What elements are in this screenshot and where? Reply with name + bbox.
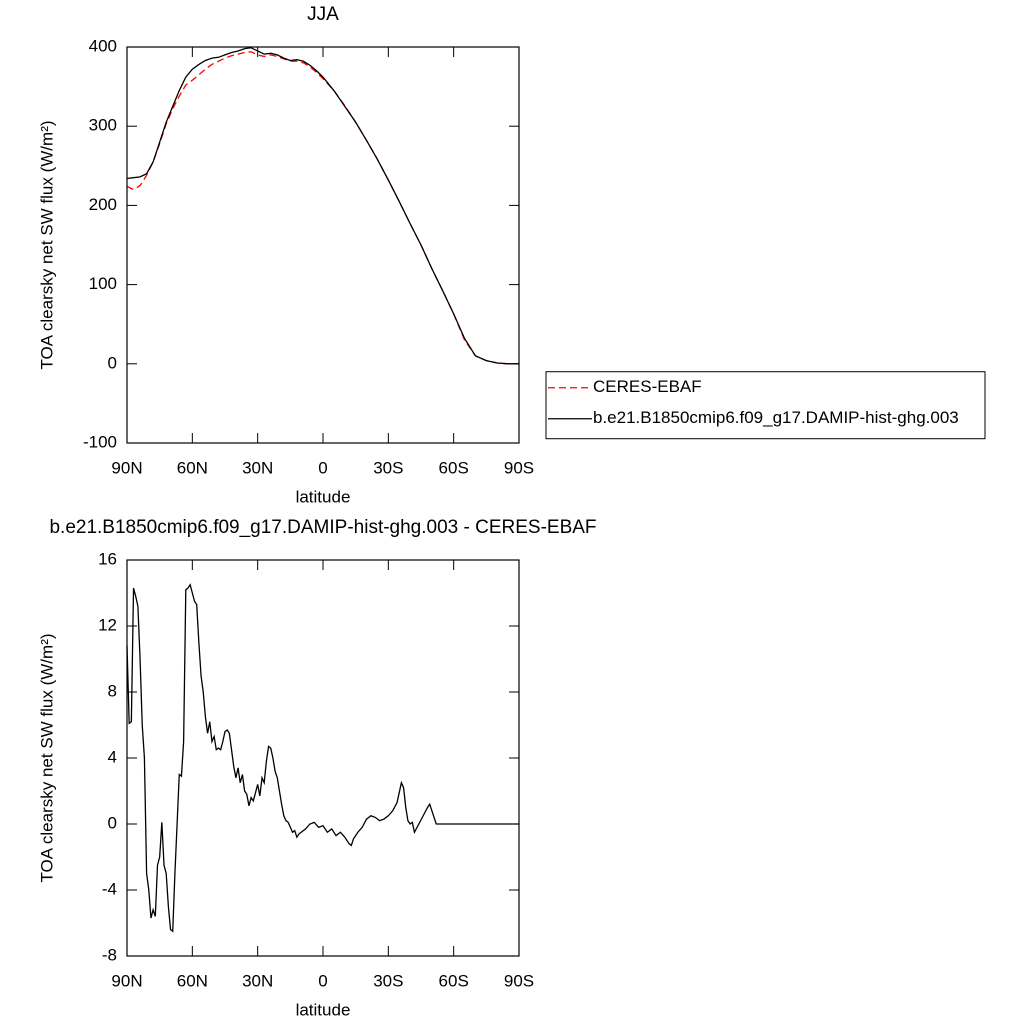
y-axis-label: TOA clearsky net SW flux (W/m²)	[37, 120, 56, 369]
y-tick-label: 8	[108, 681, 117, 700]
x-tick-label: 90N	[111, 458, 142, 477]
data-line	[126, 51, 519, 365]
x-tick-label: 30S	[373, 458, 403, 477]
y-tick-label: 0	[108, 353, 117, 372]
data-line	[126, 47, 519, 365]
legend-label: b.e21.B1850cmip6.f09_g17.DAMIP-hist-ghg.…	[593, 408, 959, 427]
y-tick-label: 4	[108, 747, 117, 766]
y-tick-label: 12	[98, 615, 117, 634]
y-tick-label: 300	[89, 116, 117, 135]
data-line	[126, 583, 519, 933]
x-tick-label: 60N	[177, 971, 208, 990]
legend-box	[545, 371, 986, 440]
x-tick-label: 60N	[177, 458, 208, 477]
x-tick-label: 30S	[373, 971, 403, 990]
x-tick-label: 90S	[504, 458, 534, 477]
y-tick-label: 0	[108, 813, 117, 832]
x-axis-label: latitude	[296, 487, 351, 506]
x-axis-label: latitude	[296, 1000, 351, 1019]
plot-frame	[126, 46, 520, 444]
x-tick-label: 60S	[439, 971, 469, 990]
legend-label: CERES-EBAF	[593, 377, 702, 396]
x-tick-label: 0	[318, 971, 327, 990]
y-tick-label: 16	[98, 549, 117, 568]
y-tick-label: 400	[89, 36, 117, 55]
chart-title: JJA	[307, 4, 339, 25]
x-tick-label: 90N	[111, 971, 142, 990]
x-tick-label: 0	[318, 458, 327, 477]
y-axis-label: TOA clearsky net SW flux (W/m²)	[37, 633, 56, 882]
plot-frame	[126, 559, 520, 957]
x-tick-label: 60S	[439, 458, 469, 477]
x-tick-label: 30N	[242, 458, 273, 477]
y-tick-label: 200	[89, 195, 117, 214]
y-tick-label: -4	[102, 879, 117, 898]
y-tick-label: -100	[83, 432, 117, 451]
x-tick-label: 30N	[242, 971, 273, 990]
chart-title: b.e21.B1850cmip6.f09_g17.DAMIP-hist-ghg.…	[49, 517, 596, 538]
x-tick-label: 90S	[504, 971, 534, 990]
y-tick-label: 100	[89, 274, 117, 293]
y-tick-label: -8	[102, 945, 117, 964]
